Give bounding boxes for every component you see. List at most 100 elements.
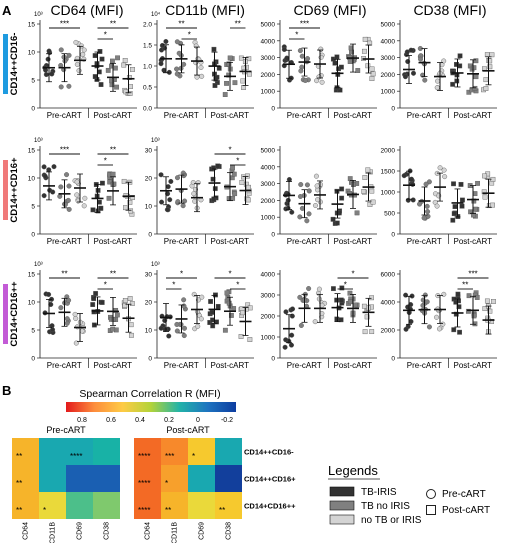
data-point [91,296,97,302]
data-point [288,342,294,348]
data-point [64,316,70,322]
data-point [174,39,180,45]
column-title-cd11b: CD11b (MFI) [165,2,245,18]
panel-b-label: B [2,383,11,398]
legend-label-tb-iris: TB-IRIS [361,487,397,498]
data-point [364,314,370,320]
significance-label: * [351,270,354,279]
tick-label: 1500 [381,169,396,176]
heatmap-cell-label: **** [70,452,82,461]
data-point [450,217,456,223]
heatmap-cell [66,465,93,492]
group-label: Pre-cART [47,361,82,370]
significance-label: * [236,281,239,290]
data-point [487,308,493,314]
significance-label: *** [60,146,69,155]
significance-label: * [172,281,175,290]
significance-label: * [104,281,107,290]
data-point [98,205,104,211]
data-point [224,80,229,86]
data-point [99,300,105,305]
data-point [482,194,488,200]
data-point [314,78,320,84]
data-point [282,344,288,350]
tick-label: 5000 [381,22,396,29]
data-point [74,192,80,198]
group-label: Pre-cART [287,237,322,246]
row-color-bar [3,34,8,94]
data-point [46,291,52,297]
data-point [174,175,180,181]
data-point [491,299,496,304]
data-point [227,55,233,61]
heatmap-cell [66,492,93,519]
tick-label: 4000 [261,272,276,279]
data-point [489,52,495,58]
data-point [193,43,199,49]
heatmap-row-label: CD14+CD16++ [244,502,296,511]
data-point [212,83,218,88]
data-point [361,188,367,194]
tick-label: 0.5 [143,85,152,92]
group-label: Post-cART [210,111,249,120]
data-point [180,203,186,209]
data-point [365,63,371,69]
data-point [58,184,64,190]
significance-label: * [104,31,107,40]
group-label: Pre-cART [407,237,442,246]
data-point [484,52,490,58]
row-color-bar [3,284,8,344]
data-point [332,60,338,66]
data-point [452,204,458,210]
data-point [110,326,116,332]
data-point [314,183,320,189]
data-point [58,305,64,311]
heatmap-col-label: CD69 [77,522,84,540]
data-point [465,308,471,314]
data-point [58,47,64,53]
data-point [238,334,244,339]
data-point [168,178,174,184]
panel-a-label: A [2,3,12,18]
data-point [285,205,291,211]
heatmap-title: Spearman Correlation R (MFI) [79,388,220,400]
data-point [247,305,253,311]
data-point [128,84,133,89]
data-point [65,197,71,203]
data-point [240,78,246,84]
heatmap-cell [12,465,39,492]
data-point [297,48,303,54]
data-point [299,53,305,59]
data-point [92,53,98,59]
scale-tick-label: 0.6 [106,417,116,424]
data-point [240,310,245,316]
data-point [457,63,463,69]
data-point [126,75,132,80]
data-point [369,295,374,301]
data-point [66,297,72,303]
data-point [425,209,431,215]
data-point [162,326,168,332]
square-icon [426,505,436,515]
heatmap-panel: Spearman Correlation R (MFI) 0.8 0.6 0.4 0.… [12,388,296,543]
heatmap-cell-label: ** [16,452,22,461]
data-point [210,176,216,182]
tick-label: 4000 [261,38,276,45]
tick-label: 5 [31,204,35,211]
data-point [158,172,164,178]
row-label: CD14++CD16- [9,33,20,96]
data-point [129,301,135,306]
heatmap-cell-label: ** [219,506,225,515]
data-point [110,58,115,64]
data-point [208,299,214,304]
tick-label: 15 [28,22,36,29]
data-point [304,182,310,188]
data-point [49,71,55,77]
data-point [459,203,465,209]
tick-label: 1000 [381,89,396,96]
data-point [424,203,430,209]
data-point [362,329,368,335]
significance-label: * [344,281,347,290]
data-point [211,46,217,52]
circle-icon [426,489,436,499]
